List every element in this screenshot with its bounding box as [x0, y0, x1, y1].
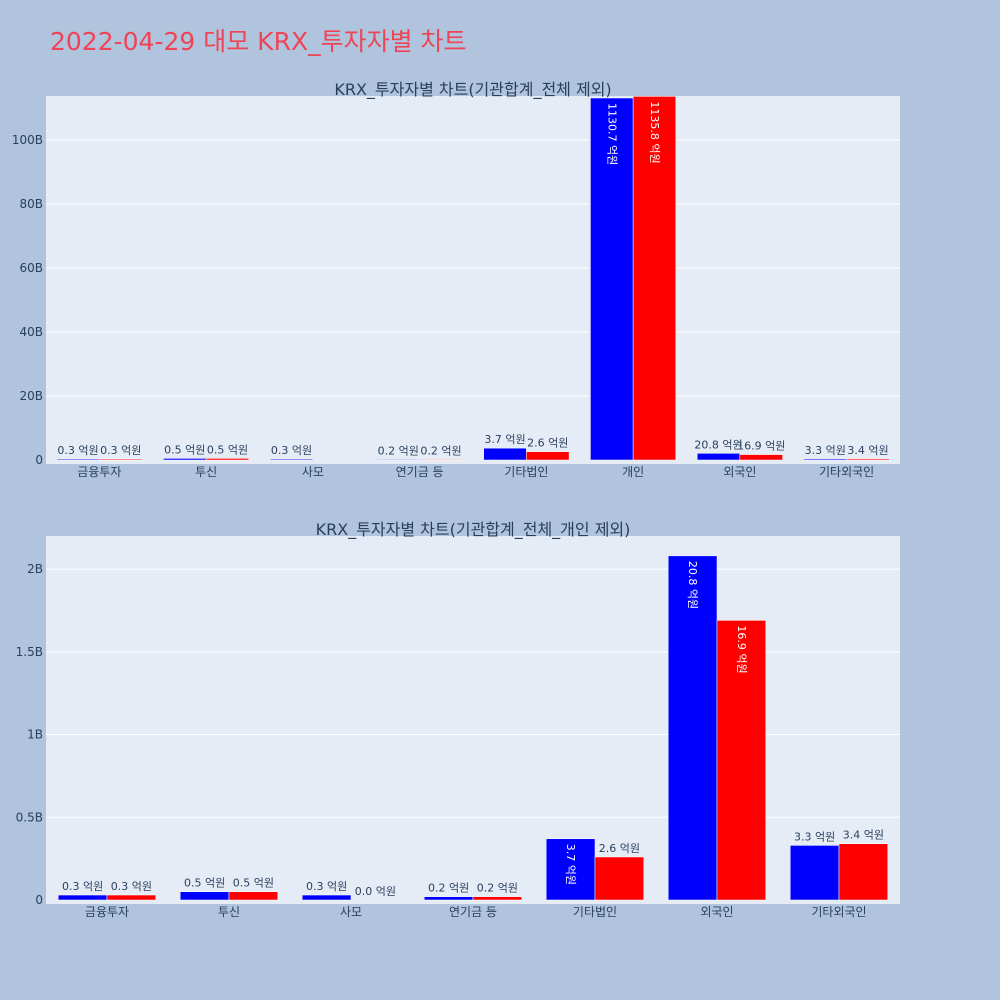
x-tick-label: 사모 [302, 465, 324, 479]
bar-label: 0.3 억원 [306, 880, 347, 893]
x-tick-label: 연기금 등 [449, 905, 497, 919]
bar-label: 3.7 억원 [484, 433, 525, 446]
bar-label: 0.5 억원 [164, 443, 205, 456]
bar-label: 0.0 억원 [355, 885, 396, 898]
bar [789, 845, 840, 901]
chart-title: KRX_투자자별 차트(기관합계_전체 제외) [334, 80, 611, 100]
bar-label: 0.2 억원 [477, 882, 518, 895]
bar [594, 856, 645, 901]
x-tick-label: 연기금 등 [396, 465, 444, 479]
plot-area [46, 536, 900, 904]
bar-label: 0.2 억원 [428, 882, 469, 895]
plot-area [46, 96, 900, 464]
bar [483, 447, 527, 461]
y-tick-label: 100B [12, 133, 43, 147]
chart-title: KRX_투자자별 차트(기관합계_전체_개인 제외) [316, 520, 631, 540]
bar [472, 896, 523, 901]
bar-label: 0.3 억원 [271, 444, 312, 457]
x-tick-label: 기타외국인 [819, 465, 874, 479]
y-tick-label: 1.5B [16, 645, 43, 659]
bar [526, 451, 570, 461]
bar [838, 843, 889, 901]
chart-1: 0 20B 40B 60B 80B 100B KRX_투자자별 차트(기관합계_전체 제외)… [12, 80, 900, 479]
bar [545, 838, 596, 901]
bar-label: 2.6 억원 [527, 437, 568, 450]
bar-label: 0.3 억원 [111, 880, 152, 893]
bar-label: 16.9 억원 [735, 625, 748, 673]
bar [846, 458, 890, 461]
bar-label: 0.5 억원 [207, 443, 248, 456]
bar-label: 2.6 억원 [599, 842, 640, 855]
bar [57, 894, 108, 901]
bar [696, 453, 741, 461]
bar-label: 0.2 억원 [420, 444, 461, 457]
bar-label: 3.7 억원 [564, 844, 577, 885]
bar [205, 458, 250, 461]
bar-label: 0.3 억원 [100, 444, 141, 457]
x-tick-label: 투신 [218, 905, 240, 919]
bar [56, 458, 100, 461]
bar [106, 894, 157, 901]
x-tick-label: 개인 [622, 465, 644, 479]
bar [228, 891, 279, 901]
bar-label: 0.3 억원 [57, 444, 98, 457]
y-tick-label: 2B [27, 562, 43, 576]
y-tick-label: 60B [19, 261, 43, 275]
bar-label: 3.3 억원 [805, 444, 846, 457]
bar-label: 0.2 억원 [378, 444, 419, 457]
x-tick-label: 금융투자 [77, 465, 121, 479]
y-tick-label: 0 [35, 893, 43, 907]
main-title: 2022-04-29 대모 KRX_투자자별 차트 [50, 27, 467, 56]
bar-label: 1135.8 억원 [648, 101, 661, 163]
x-tick-label: 기타법인 [504, 465, 548, 479]
bar [667, 555, 718, 901]
bar-label: 0.5 억원 [184, 877, 225, 890]
bar-label: 20.8 억원 [686, 561, 699, 609]
bar-label: 3.4 억원 [847, 444, 888, 457]
x-tick-label: 기타외국인 [811, 905, 866, 919]
y-tick-label: 40B [19, 325, 43, 339]
y-tick-label: 0 [35, 453, 43, 467]
bar [803, 458, 847, 461]
bar [632, 96, 677, 461]
bar [590, 97, 634, 461]
chart-2: 0 0.5B 1B 1.5B 2B KRX_투자자별 차트(기관합계_전체_개인 제외) 금… [16, 520, 900, 919]
bar-label: 20.8 억원 [694, 438, 742, 451]
x-tick-label: 외국인 [700, 905, 733, 919]
y-tick-label: 0.5B [16, 810, 43, 824]
bar-label: 0.3 억원 [62, 880, 103, 893]
bar-label: 3.3 억원 [794, 830, 835, 843]
x-tick-label: 투신 [195, 465, 217, 479]
bar [163, 458, 207, 461]
bar-label: 3.4 억원 [843, 829, 884, 842]
bar [739, 454, 783, 461]
y-tick-label: 1B [27, 728, 43, 742]
bar-label: 1130.7 억원 [605, 103, 618, 165]
bar [269, 458, 314, 461]
bar [419, 459, 463, 461]
x-tick-label: 금융투자 [85, 905, 129, 919]
bar [99, 458, 143, 461]
bar [301, 894, 352, 901]
bar [179, 891, 230, 901]
bar [716, 620, 767, 901]
x-tick-label: 사모 [340, 905, 362, 919]
y-tick-label: 20B [19, 389, 43, 403]
x-tick-label: 외국인 [723, 465, 756, 479]
bar [376, 459, 420, 461]
bar [423, 896, 474, 901]
y-tick-label: 80B [19, 197, 43, 211]
bar-label: 0.5 억원 [233, 877, 274, 890]
bar-label: 16.9 억원 [737, 440, 785, 453]
x-tick-label: 기타법인 [573, 905, 617, 919]
